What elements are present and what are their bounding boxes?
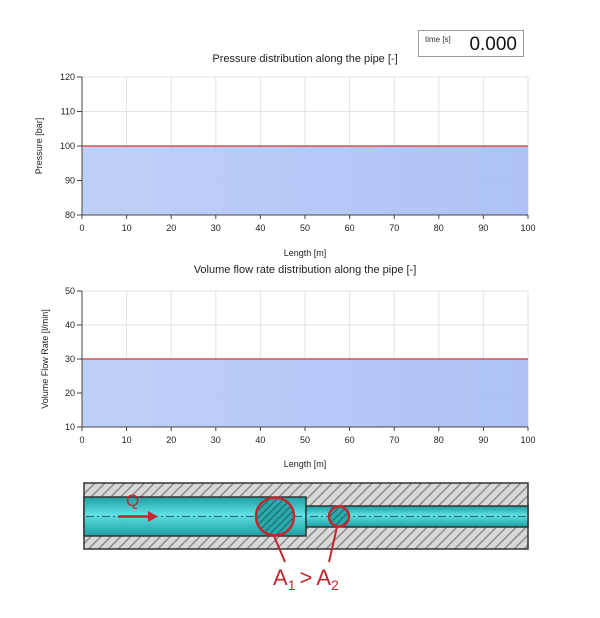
x-tick-label: 0 xyxy=(79,223,84,233)
chart-title: Volume flow rate distribution along the … xyxy=(194,264,417,276)
x-tick-label: 10 xyxy=(122,223,132,233)
x-axis-label: Length [m] xyxy=(284,459,327,469)
y-tick-label: 20 xyxy=(65,388,75,398)
y-tick-label: 90 xyxy=(65,176,75,186)
x-tick-label: 50 xyxy=(300,435,310,445)
time-label: time [s] xyxy=(425,35,451,44)
y-tick-label: 50 xyxy=(65,286,75,296)
x-tick-label: 60 xyxy=(345,223,355,233)
x-tick-label: 80 xyxy=(434,435,444,445)
x-tick-label: 90 xyxy=(478,223,488,233)
y-tick-label: 30 xyxy=(65,354,75,364)
y-axis-label: Volume Flow Rate [l/min] xyxy=(40,309,50,409)
x-axis-label: Length [m] xyxy=(284,248,327,258)
x-tick-label: 10 xyxy=(122,435,132,445)
leader-a1 xyxy=(273,535,286,563)
area-fill xyxy=(82,359,528,427)
time-value: 0.000 xyxy=(469,34,517,55)
y-tick-label: 120 xyxy=(60,72,75,82)
pipe-diagram: Q A1 > A2 xyxy=(83,482,529,593)
x-tick-label: 70 xyxy=(389,435,399,445)
area-relation-label: A1 > A2 xyxy=(273,565,339,593)
leader-a2 xyxy=(328,526,338,563)
y-tick-label: 10 xyxy=(65,422,75,432)
y-tick-label: 100 xyxy=(60,141,75,151)
cross-section-a1 xyxy=(254,496,296,537)
pressure-chart: Pressure distribution along the pipe [-]… xyxy=(34,53,536,258)
x-tick-label: 80 xyxy=(434,223,444,233)
x-tick-label: 30 xyxy=(211,223,221,233)
x-tick-label: 60 xyxy=(345,435,355,445)
x-tick-label: 100 xyxy=(520,223,535,233)
area-fill xyxy=(82,146,528,215)
y-tick-label: 80 xyxy=(65,210,75,220)
x-tick-label: 0 xyxy=(79,435,84,445)
x-tick-label: 90 xyxy=(478,435,488,445)
flow-arrow-head xyxy=(148,511,158,522)
y-tick-label: 110 xyxy=(61,107,75,117)
x-tick-label: 50 xyxy=(300,223,310,233)
x-tick-label: 70 xyxy=(389,223,399,233)
chart-title: Pressure distribution along the pipe [-] xyxy=(212,53,397,65)
y-axis-label: Pressure [bar] xyxy=(34,118,44,175)
flow-rate-chart: Volume flow rate distribution along the … xyxy=(40,264,536,469)
time-display: time [s] 0.000 xyxy=(418,30,524,57)
x-tick-label: 30 xyxy=(211,435,221,445)
cross-section-a2 xyxy=(327,505,351,528)
x-tick-label: 20 xyxy=(166,223,176,233)
flow-label: Q xyxy=(126,491,139,510)
y-tick-label: 40 xyxy=(65,320,75,330)
x-tick-label: 40 xyxy=(255,223,265,233)
x-tick-label: 100 xyxy=(520,435,535,445)
x-tick-label: 20 xyxy=(166,435,176,445)
x-tick-label: 40 xyxy=(255,435,265,445)
